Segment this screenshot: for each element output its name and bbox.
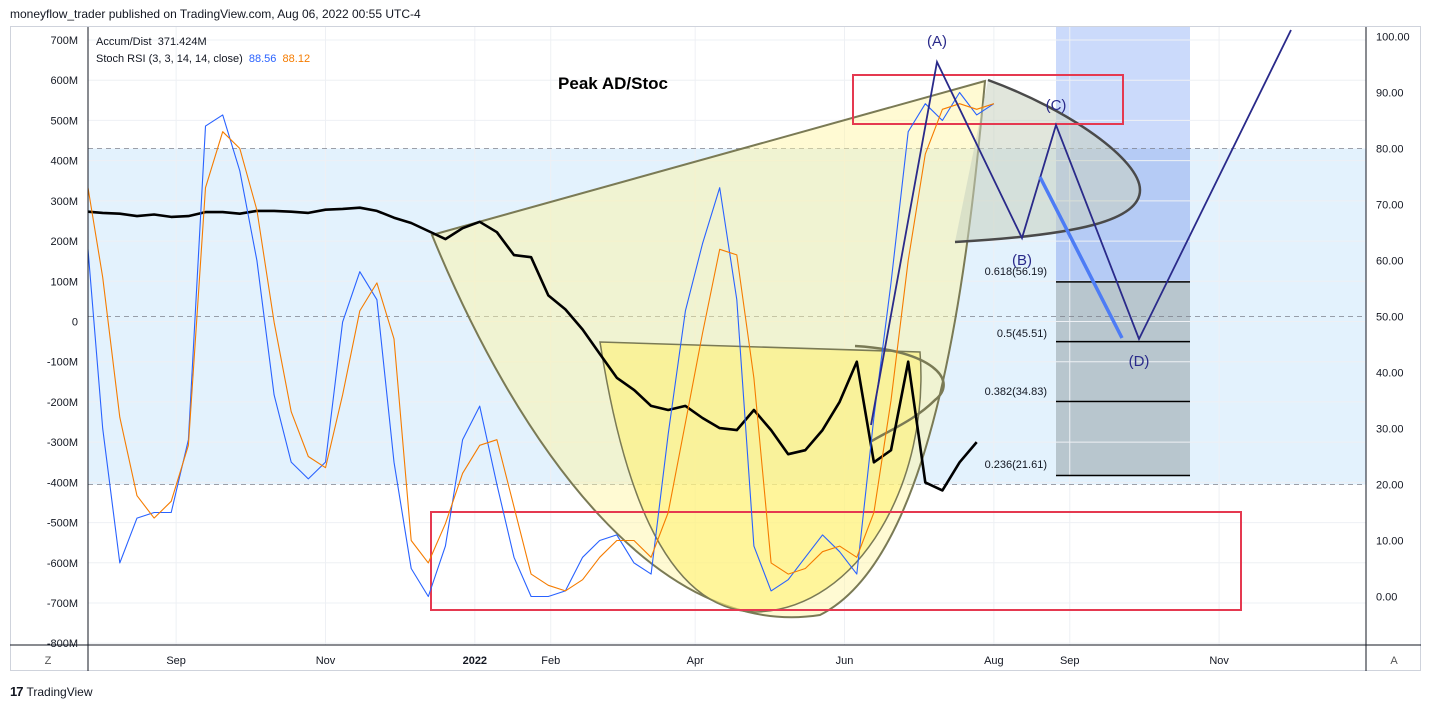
x-axis-tick: Jun bbox=[836, 655, 854, 667]
left-axis-tick: -600M bbox=[47, 558, 78, 570]
wave-abcd-line bbox=[870, 29, 1292, 426]
left-axis-tick: -200M bbox=[47, 397, 78, 409]
accum-dist-line bbox=[87, 206, 978, 492]
left-axis-tick: -400M bbox=[47, 477, 78, 489]
footer-brand[interactable]: 17 TradingView bbox=[10, 684, 93, 699]
yellow-bowl-small bbox=[599, 341, 922, 613]
auto-scale-button[interactable]: A bbox=[1390, 655, 1398, 667]
peak-title: Peak AD/Stoc bbox=[558, 74, 668, 93]
chart-grid bbox=[88, 27, 1366, 645]
left-axis-tick: -800M bbox=[47, 638, 78, 650]
left-axis-tick: 100M bbox=[50, 276, 78, 288]
fib-label-382: 0.382(34.83) bbox=[985, 386, 1047, 398]
left-axis-tick: 500M bbox=[50, 115, 78, 127]
stoch-d-line bbox=[87, 103, 995, 592]
legend-accum-row[interactable]: Accum/Dist 371.424M bbox=[96, 34, 310, 51]
legend-stoch-label: Stoch RSI (3, 3, 14, 14, close) bbox=[96, 53, 243, 65]
red-box-lower bbox=[430, 511, 1242, 611]
brand-name: TradingView bbox=[26, 684, 93, 699]
chart-axes: 700M 600M 500M 400M 300M 200M 100M 0 -100M -200M -… bbox=[10, 27, 1421, 671]
x-axis-tick: Feb bbox=[541, 655, 560, 667]
legend-accum-value: 371.424M bbox=[157, 36, 207, 48]
legend-stoch-k: 88.56 bbox=[248, 53, 277, 65]
x-axis-tick: 2022 bbox=[463, 655, 487, 667]
projection-arrow-line bbox=[1038, 176, 1124, 339]
timezone-button[interactable]: Z bbox=[44, 655, 52, 667]
fib-label-236: 0.236(21.61) bbox=[985, 459, 1047, 471]
x-axis-tick: Sep bbox=[166, 655, 186, 667]
chart-frame bbox=[10, 26, 1421, 671]
fib-label-500: 0.5(45.51) bbox=[997, 328, 1047, 340]
fib-zone bbox=[1056, 281, 1190, 476]
legend-accum-label: Accum/Dist bbox=[96, 36, 152, 48]
right-axis-tick: 70.00 bbox=[1376, 200, 1404, 212]
left-axis-tick: 600M bbox=[50, 75, 78, 87]
chart-canvas[interactable]: 700M 600M 500M 400M 300M 200M 100M 0 -100M -200M -… bbox=[0, 0, 1432, 680]
x-axis-tick: Nov bbox=[316, 655, 336, 667]
chart-series bbox=[87, 91, 995, 598]
right-axis-tick: 100.00 bbox=[1376, 32, 1410, 44]
yellow-hook bbox=[854, 344, 945, 444]
wave-label-b: (B) bbox=[1012, 252, 1032, 269]
right-axis-tick: 0.00 bbox=[1376, 592, 1397, 604]
legend-stoch-d: 88.12 bbox=[282, 53, 311, 65]
left-axis-tick: 200M bbox=[50, 236, 78, 248]
left-axis-tick: -300M bbox=[47, 437, 78, 449]
wave-label-d: (D) bbox=[1129, 353, 1150, 370]
x-axis-tick: Nov bbox=[1209, 655, 1229, 667]
red-box-upper bbox=[852, 74, 1124, 125]
right-axis-tick: 80.00 bbox=[1376, 144, 1404, 156]
indicator-legend: Accum/Dist 371.424M Stoch RSI (3, 3, 14,… bbox=[96, 34, 310, 68]
x-axis-tick: Aug bbox=[984, 655, 1004, 667]
right-axis-tick: 60.00 bbox=[1376, 256, 1404, 268]
wave-label-c: (C) bbox=[1046, 97, 1067, 114]
left-axis-tick: -700M bbox=[47, 598, 78, 610]
left-axis-tick: -500M bbox=[47, 518, 78, 530]
right-axis-tick: 20.00 bbox=[1376, 480, 1404, 492]
x-axis-tick: Sep bbox=[1060, 655, 1080, 667]
right-axis-tick: 10.00 bbox=[1376, 536, 1404, 548]
left-axis-tick: 0 bbox=[72, 317, 78, 329]
tradingview-logo-icon: 17 bbox=[10, 684, 24, 699]
left-axis-tick: -100M bbox=[47, 357, 78, 369]
stoch-k-line bbox=[87, 91, 995, 598]
left-axis-tick: 700M bbox=[50, 35, 78, 47]
published-header: moneyflow_trader published on TradingVie… bbox=[10, 7, 421, 21]
drawing-shapes bbox=[430, 74, 1242, 619]
wave-label-a: (A) bbox=[927, 33, 947, 50]
drawing-overlay bbox=[870, 29, 1292, 426]
right-axis-tick: 90.00 bbox=[1376, 88, 1404, 100]
left-axis-tick: 300M bbox=[50, 196, 78, 208]
right-axis-tick: 50.00 bbox=[1376, 312, 1404, 324]
projection-bowl bbox=[954, 78, 1142, 244]
right-axis-tick: 40.00 bbox=[1376, 368, 1404, 380]
x-axis-tick: Apr bbox=[687, 655, 704, 667]
right-axis-tick: 30.00 bbox=[1376, 424, 1404, 436]
fib-label-618: 0.618(56.19) bbox=[985, 266, 1047, 278]
legend-stoch-row[interactable]: Stoch RSI (3, 3, 14, 14, close) 88.56 88… bbox=[96, 51, 310, 68]
left-axis-tick: 400M bbox=[50, 156, 78, 168]
